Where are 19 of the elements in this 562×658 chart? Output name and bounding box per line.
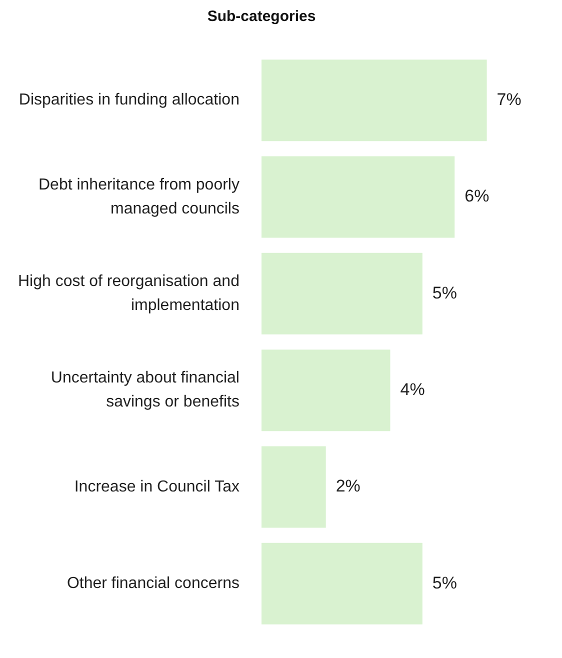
data-label: 7% [496,90,522,110]
bar [261,446,326,528]
data-label: 2% [336,476,360,496]
data-label: 4% [400,380,425,400]
y-tick-label: Increase in Council Tax [74,478,240,496]
bar [261,156,455,238]
data-label: 6% [464,186,490,206]
bar [261,60,487,142]
bar [261,542,422,624]
y-tick-label: Other financial concerns [66,575,240,592]
y-tick-label: High cost of reorganisation and implementation [18,273,240,314]
y-tick-label: Uncertainty about financial savings or benefits [50,370,240,411]
bar [261,252,422,334]
y-tick-label: Disparities in funding allocation [18,92,240,109]
chart-title: Sub-categories [207,8,316,26]
data-label: 5% [432,573,458,592]
bar [261,350,390,432]
y-tick-label: Debt inheritance from poorly managed councils [38,176,240,218]
data-label: 5% [432,283,458,302]
